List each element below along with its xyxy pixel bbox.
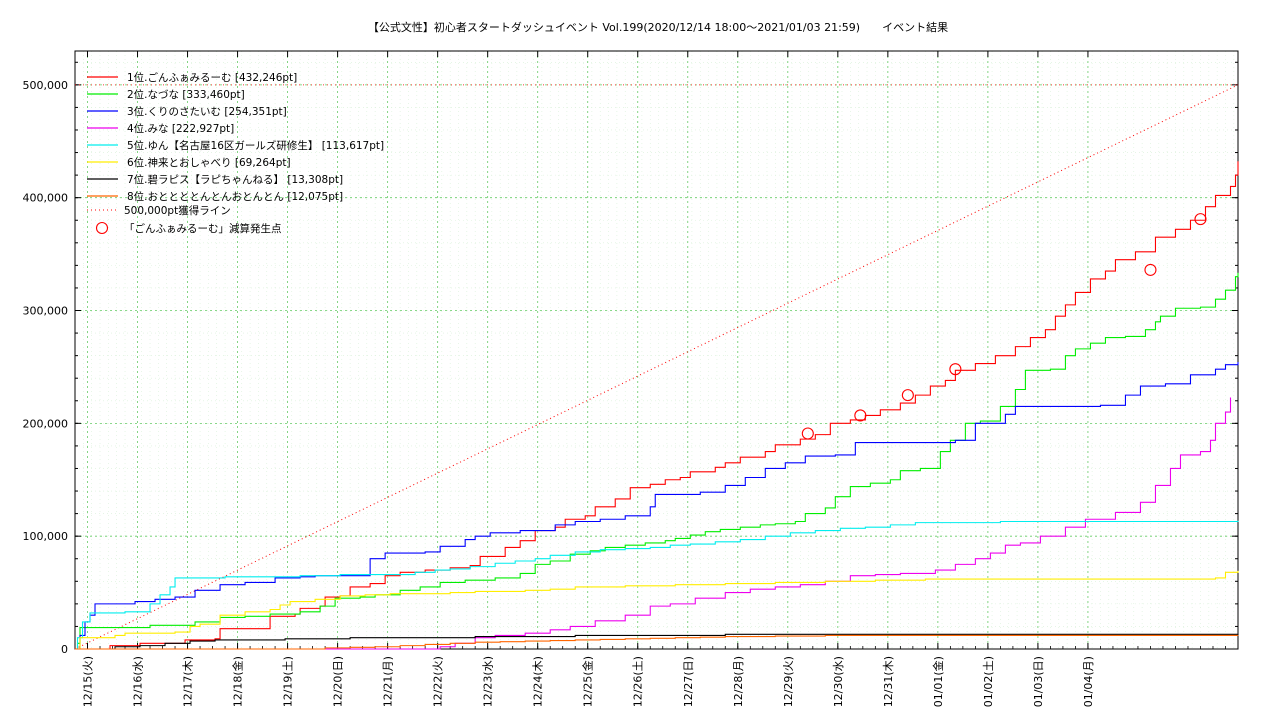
decrease-marker xyxy=(801,427,814,440)
x-tick-label: 12/27(日) xyxy=(682,656,695,707)
reference-line-500000 xyxy=(74,84,1239,650)
x-tick-label: 12/19(土) xyxy=(282,656,295,707)
x-tick-label: 12/30(水) xyxy=(832,656,845,707)
x-tick-label: 12/23(水) xyxy=(482,656,495,707)
y-tick-label: 300,000 xyxy=(23,305,69,318)
legend-swatch-marker xyxy=(95,221,109,235)
legend-label: 6位.神来とおしゃべり [69,264pt] xyxy=(127,156,291,169)
series-lines xyxy=(75,161,1239,650)
x-tick-label: 01/03(日) xyxy=(1032,656,1045,707)
series-line-8 xyxy=(75,634,1239,650)
x-tick-label: 12/21(月) xyxy=(382,656,395,707)
series-line-3 xyxy=(75,362,1239,650)
series-line-4 xyxy=(75,397,1232,650)
series-line-6 xyxy=(75,570,1239,650)
legend-label: 5位.ゆん【名古屋16区ガールズ研修生】 [113,617pt] xyxy=(127,139,384,152)
series-line-2 xyxy=(75,272,1239,650)
decrease-marker xyxy=(854,409,867,422)
y-tick-label: 500,000 xyxy=(23,79,69,92)
decrease-markers xyxy=(801,213,1207,440)
series-line-7 xyxy=(75,633,1239,650)
legend-label: 500,000pt獲得ライン xyxy=(124,204,231,217)
y-tick-label: 100,000 xyxy=(23,530,69,543)
y-tick-label: 0 xyxy=(61,643,68,656)
x-tick-label: 01/02(土) xyxy=(982,656,995,707)
x-tick-label: 12/31(木) xyxy=(882,656,895,707)
decrease-marker xyxy=(949,363,962,376)
legend-label: 8位.おととととんとんおとんとん [12,075pt] xyxy=(127,190,343,203)
plot-frame xyxy=(74,50,1239,650)
legend-label: 4位.みな [222,927pt] xyxy=(127,122,234,135)
grid xyxy=(74,51,1238,650)
legend-label: 7位.碧ラピス【ラピちゃんねる】 [13,308pt] xyxy=(127,173,343,186)
legend-label: 「ごんふぁみるーむ」減算発生点 xyxy=(124,222,282,235)
x-tick-label: 12/16(水) xyxy=(132,656,145,707)
x-tick-label: 12/28(月) xyxy=(732,656,745,707)
reference-line xyxy=(74,84,1239,650)
x-tick-label: 12/25(金) xyxy=(581,656,595,707)
x-tick-label: 12/18(金) xyxy=(231,656,245,707)
decrease-marker xyxy=(901,389,914,402)
x-tick-label: 12/24(木) xyxy=(532,656,545,707)
series-line-1 xyxy=(75,161,1239,650)
decrease-marker xyxy=(1194,213,1207,226)
legend-label: 1位.ごんふぁみるーむ [432,246pt] xyxy=(127,71,297,84)
x-tick-label: 12/22(火) xyxy=(432,656,445,707)
decrease-marker xyxy=(1144,263,1157,276)
x-tick-label: 01/04(月) xyxy=(1082,656,1095,707)
y-tick-label: 400,000 xyxy=(23,192,69,205)
x-tick-label: 12/20(日) xyxy=(332,656,345,707)
y-axis: 0 100,000 200,000 300,000 400,000 500,000 xyxy=(23,61,1238,656)
legend: 1位.ごんふぁみるーむ [432,246pt] 2位.なづな [333,460pt… xyxy=(87,71,384,235)
x-tick-label: 12/29(火) xyxy=(782,656,795,707)
x-tick-label: 12/17(木) xyxy=(182,656,195,707)
y-tick-label: 200,000 xyxy=(23,417,69,430)
legend-label: 3位.くりのさたいむ [254,351pt] xyxy=(127,105,287,118)
x-tick-label: 12/26(土) xyxy=(632,656,645,707)
legend-label: 2位.なづな [333,460pt] xyxy=(127,88,245,101)
x-tick-label: 01/01(金) xyxy=(931,656,945,707)
x-axis: 12/15(火) 12/16(水) 12/17(木) 12/18(金) 12/19(土)… xyxy=(74,51,1239,707)
chart-title: 【公式文性】初心者スタートダッシュイベント Vol.199(2020/12/14… xyxy=(368,20,948,34)
series-line-5 xyxy=(75,520,1239,650)
x-tick-label: 12/15(火) xyxy=(82,656,95,707)
